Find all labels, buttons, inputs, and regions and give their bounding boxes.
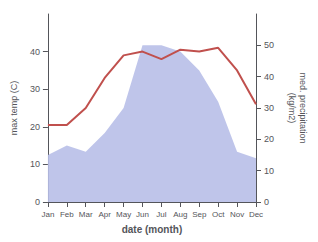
svg-text:med. precipitation: med. precipitation: [298, 72, 308, 143]
svg-text:40: 40: [30, 47, 40, 57]
svg-text:40: 40: [264, 72, 274, 82]
svg-text:Jan: Jan: [41, 210, 54, 219]
svg-text:0: 0: [35, 197, 40, 207]
svg-text:30: 30: [30, 84, 40, 94]
svg-text:Aug: Aug: [173, 210, 187, 219]
svg-text:Dec: Dec: [249, 210, 263, 219]
svg-text:Nov: Nov: [230, 210, 244, 219]
svg-text:date (month): date (month): [122, 224, 183, 235]
svg-text:20: 20: [30, 122, 40, 132]
svg-text:30: 30: [264, 103, 274, 113]
svg-text:50: 50: [264, 40, 274, 50]
svg-text:Feb: Feb: [60, 210, 74, 219]
svg-text:max temp (C): max temp (C): [9, 81, 19, 136]
svg-text:(kg/m2): (kg/m2): [287, 93, 297, 124]
svg-text:Jun: Jun: [136, 210, 149, 219]
svg-text:Oct: Oct: [212, 210, 225, 219]
svg-text:Mar: Mar: [79, 210, 93, 219]
svg-text:10: 10: [264, 166, 274, 176]
svg-text:20: 20: [264, 134, 274, 144]
svg-text:10: 10: [30, 159, 40, 169]
svg-text:May: May: [116, 210, 131, 219]
svg-text:0: 0: [264, 197, 269, 207]
svg-text:Apr: Apr: [98, 210, 111, 219]
svg-text:Sep: Sep: [192, 210, 207, 219]
svg-text:Jul: Jul: [156, 210, 166, 219]
